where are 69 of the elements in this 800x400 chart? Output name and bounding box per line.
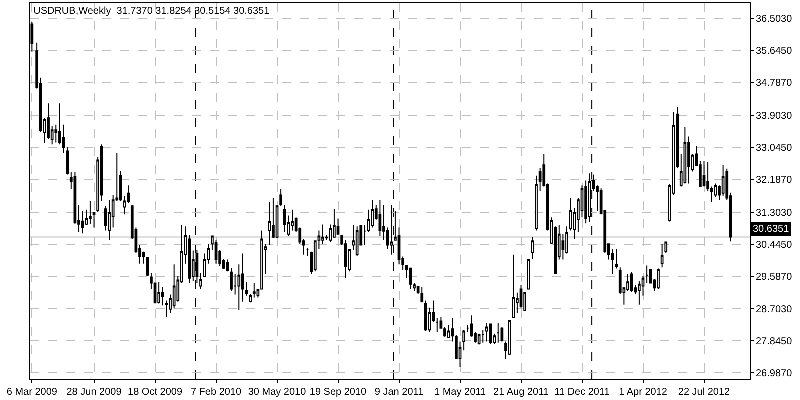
y-tick-label: 29.5870 xyxy=(756,272,793,283)
candlestick xyxy=(230,268,233,292)
candlestick xyxy=(486,322,488,342)
candlestick xyxy=(424,300,428,332)
ref-line-label: 30.6351 xyxy=(753,224,790,235)
candlestick xyxy=(722,164,725,197)
candlestick xyxy=(283,204,286,234)
candlestick xyxy=(214,240,218,264)
chart-title: USDRUB,Weekly 31.7370 31.8254 30.5154 30.6351 xyxy=(34,6,270,17)
candlestick xyxy=(252,282,256,298)
candlestick xyxy=(660,244,664,268)
candlestick xyxy=(531,236,534,260)
y-tick-label: 33.0450 xyxy=(756,142,793,154)
candlestick xyxy=(535,175,538,232)
candlestick xyxy=(108,200,111,241)
y-tick-label: 28.7030 xyxy=(756,304,793,316)
candlestick xyxy=(508,320,512,356)
candlestick xyxy=(333,208,336,238)
y-tick-label: 34.7870 xyxy=(756,78,793,89)
candlestick xyxy=(260,230,264,290)
x-tick-label: 1 Apr 2012 xyxy=(619,387,668,398)
candlestick xyxy=(630,272,634,293)
candlestick xyxy=(646,265,648,284)
candlestick xyxy=(371,200,374,228)
candlestick xyxy=(200,273,202,290)
candlestick xyxy=(527,258,530,290)
candlestick xyxy=(409,268,412,290)
x-tick-label: 11 Dec 2011 xyxy=(554,387,610,398)
candlestick xyxy=(322,224,324,245)
candlestick xyxy=(364,224,366,246)
candlestick xyxy=(714,183,718,198)
candlestick xyxy=(684,126,687,184)
candlestick xyxy=(172,264,176,310)
candlestick xyxy=(512,254,516,319)
candlestick xyxy=(89,200,92,225)
y-tick-label: 27.8450 xyxy=(756,336,793,348)
candlestick xyxy=(496,322,500,344)
candlestick xyxy=(268,201,272,246)
x-tick-label: 1 May 2011 xyxy=(434,387,486,398)
candlestick xyxy=(436,318,439,333)
y-tick-label: 31.3030 xyxy=(756,208,793,219)
candlestick xyxy=(161,286,164,306)
candlestick xyxy=(482,330,485,344)
candlestick xyxy=(451,318,454,342)
x-tick-label: 30 May 2010 xyxy=(248,387,307,398)
x-tick-label: 9 Jan 2011 xyxy=(374,387,424,398)
y-tick-label: 36.5030 xyxy=(756,14,793,26)
x-tick-label: 18 Oct 2009 xyxy=(128,387,183,398)
candlestick xyxy=(158,282,161,304)
x-tick-label: 7 Feb 2010 xyxy=(190,387,242,398)
y-tick-label: 30.4450 xyxy=(756,240,793,251)
candlestick xyxy=(356,226,359,257)
candlestick xyxy=(478,333,481,346)
candlestick xyxy=(92,212,96,228)
candlestick xyxy=(420,286,424,304)
y-tick-label: 26.9870 xyxy=(756,368,793,380)
x-tick-label: 6 Mar 2009 xyxy=(6,387,58,398)
y-tick-label: 33.9030 xyxy=(756,110,793,122)
x-tick-label: 19 Sep 2010 xyxy=(310,387,368,398)
x-tick-label: 28 Jun 2009 xyxy=(66,387,122,398)
candlestick xyxy=(638,280,641,306)
x-tick-label: 21 Aug 2011 xyxy=(494,387,550,398)
candlestick xyxy=(702,160,706,188)
candlestick xyxy=(226,259,230,272)
y-tick-label: 32.1870 xyxy=(756,174,793,186)
x-tick-label: 22 Jul 2012 xyxy=(678,387,731,398)
y-tick-label: 35.6450 xyxy=(756,46,793,58)
candlestick xyxy=(378,200,382,237)
candlestick xyxy=(657,268,660,290)
